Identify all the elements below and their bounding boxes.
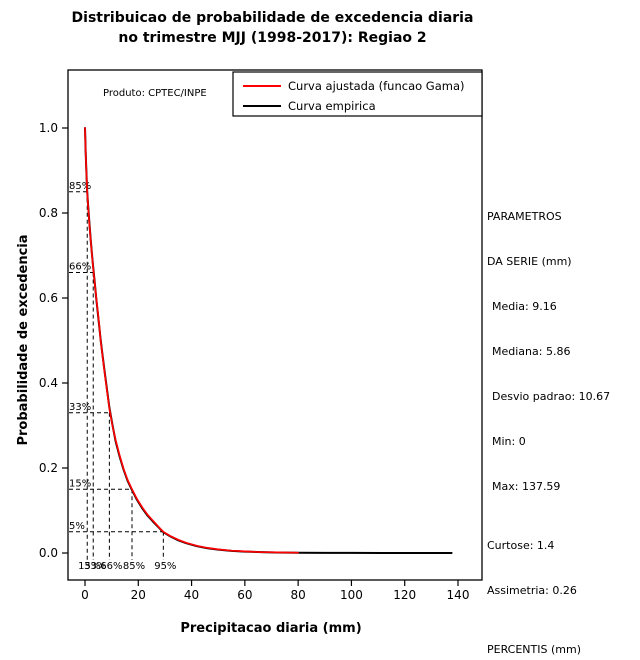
x-tick-label: 100: [340, 588, 363, 602]
percentile-y-label: 33%: [69, 402, 91, 413]
percentile-y-label: 66%: [69, 262, 91, 273]
stat-desvio: Desvio padrao: 10.67: [492, 390, 611, 403]
y-tick-label: 0.6: [39, 291, 58, 305]
y-tick-label: 0.0: [39, 546, 58, 560]
stat-max: Max: 137.59: [492, 480, 561, 493]
series-line-curva-ajustada-funcao-gama-: [84, 127, 299, 554]
percentile-y-label: 5%: [69, 521, 85, 532]
percentile-x-label: 95%: [154, 561, 176, 572]
x-tick-label: 40: [184, 588, 199, 602]
stat-assimetria: Assimetria: 0.26: [487, 584, 577, 597]
x-tick-label: 80: [291, 588, 306, 602]
product-note: Produto: CPTEC/INPE: [103, 88, 207, 99]
y-tick-label: 0.8: [39, 206, 58, 220]
x-tick-label: 140: [447, 588, 470, 602]
legend-box: [232, 71, 483, 117]
legend-label-empirica: Curva empirica: [288, 99, 376, 113]
stats-panel: PARAMETROS DA SERIE (mm) Media: 9.16 Med…: [487, 179, 610, 660]
chart-title-line2: no trimestre MJJ (1998-2017): Regiao 2: [118, 30, 427, 46]
y-axis-title: Probabilidade de excedencia: [16, 234, 31, 445]
x-tick-label: 60: [237, 588, 252, 602]
axis-ticks: 0 20 40 60 80 100 120 140 0.0 0.2 0.4 0.6 0.8 1.0: [39, 121, 470, 602]
x-tick-label: 0: [81, 588, 89, 602]
percentile-x-label: 33%: [84, 561, 106, 572]
series-line-curva-empirica: [84, 127, 453, 554]
y-tick-label: 1.0: [39, 121, 58, 135]
curve-series: [84, 127, 453, 554]
y-tick-label: 0.2: [39, 461, 58, 475]
stat-media: Media: 9.16: [492, 300, 557, 313]
x-axis-title: Precipitacao diaria (mm): [180, 621, 361, 636]
percentile-x-label: 15%: [78, 561, 100, 572]
stat-min: Min: 0: [492, 435, 526, 448]
percentile-y-label: 85%: [69, 181, 91, 192]
legend: Curva ajustada (funcao Gama) Curva empir…: [232, 71, 483, 117]
stat-mediana: Mediana: 5.86: [492, 345, 571, 358]
x-tick-label: 20: [131, 588, 146, 602]
chart-title-line1: Distribuicao de probabilidade de exceden…: [71, 10, 474, 26]
chart-title: Distribuicao de probabilidade de exceden…: [0, 8, 545, 48]
stats-header-2: DA SERIE (mm): [487, 255, 572, 268]
percentile-x-label: 66%: [100, 561, 122, 572]
percentile-y-label: 15%: [69, 478, 91, 489]
percentis-header: PERCENTIS (mm): [487, 643, 581, 656]
plot-frame: [67, 69, 483, 581]
stat-curtose: Curtose: 1.4: [487, 539, 555, 552]
x-tick-label: 120: [393, 588, 416, 602]
percentile-x-label: 85%: [123, 561, 145, 572]
percentile-dashed-lines: 85%15%66%33%33%66%15%85%5%95%: [69, 181, 176, 572]
legend-label-ajustada: Curva ajustada (funcao Gama): [288, 79, 465, 93]
y-tick-label: 0.4: [39, 376, 58, 390]
stats-header-1: PARAMETROS: [487, 210, 562, 223]
